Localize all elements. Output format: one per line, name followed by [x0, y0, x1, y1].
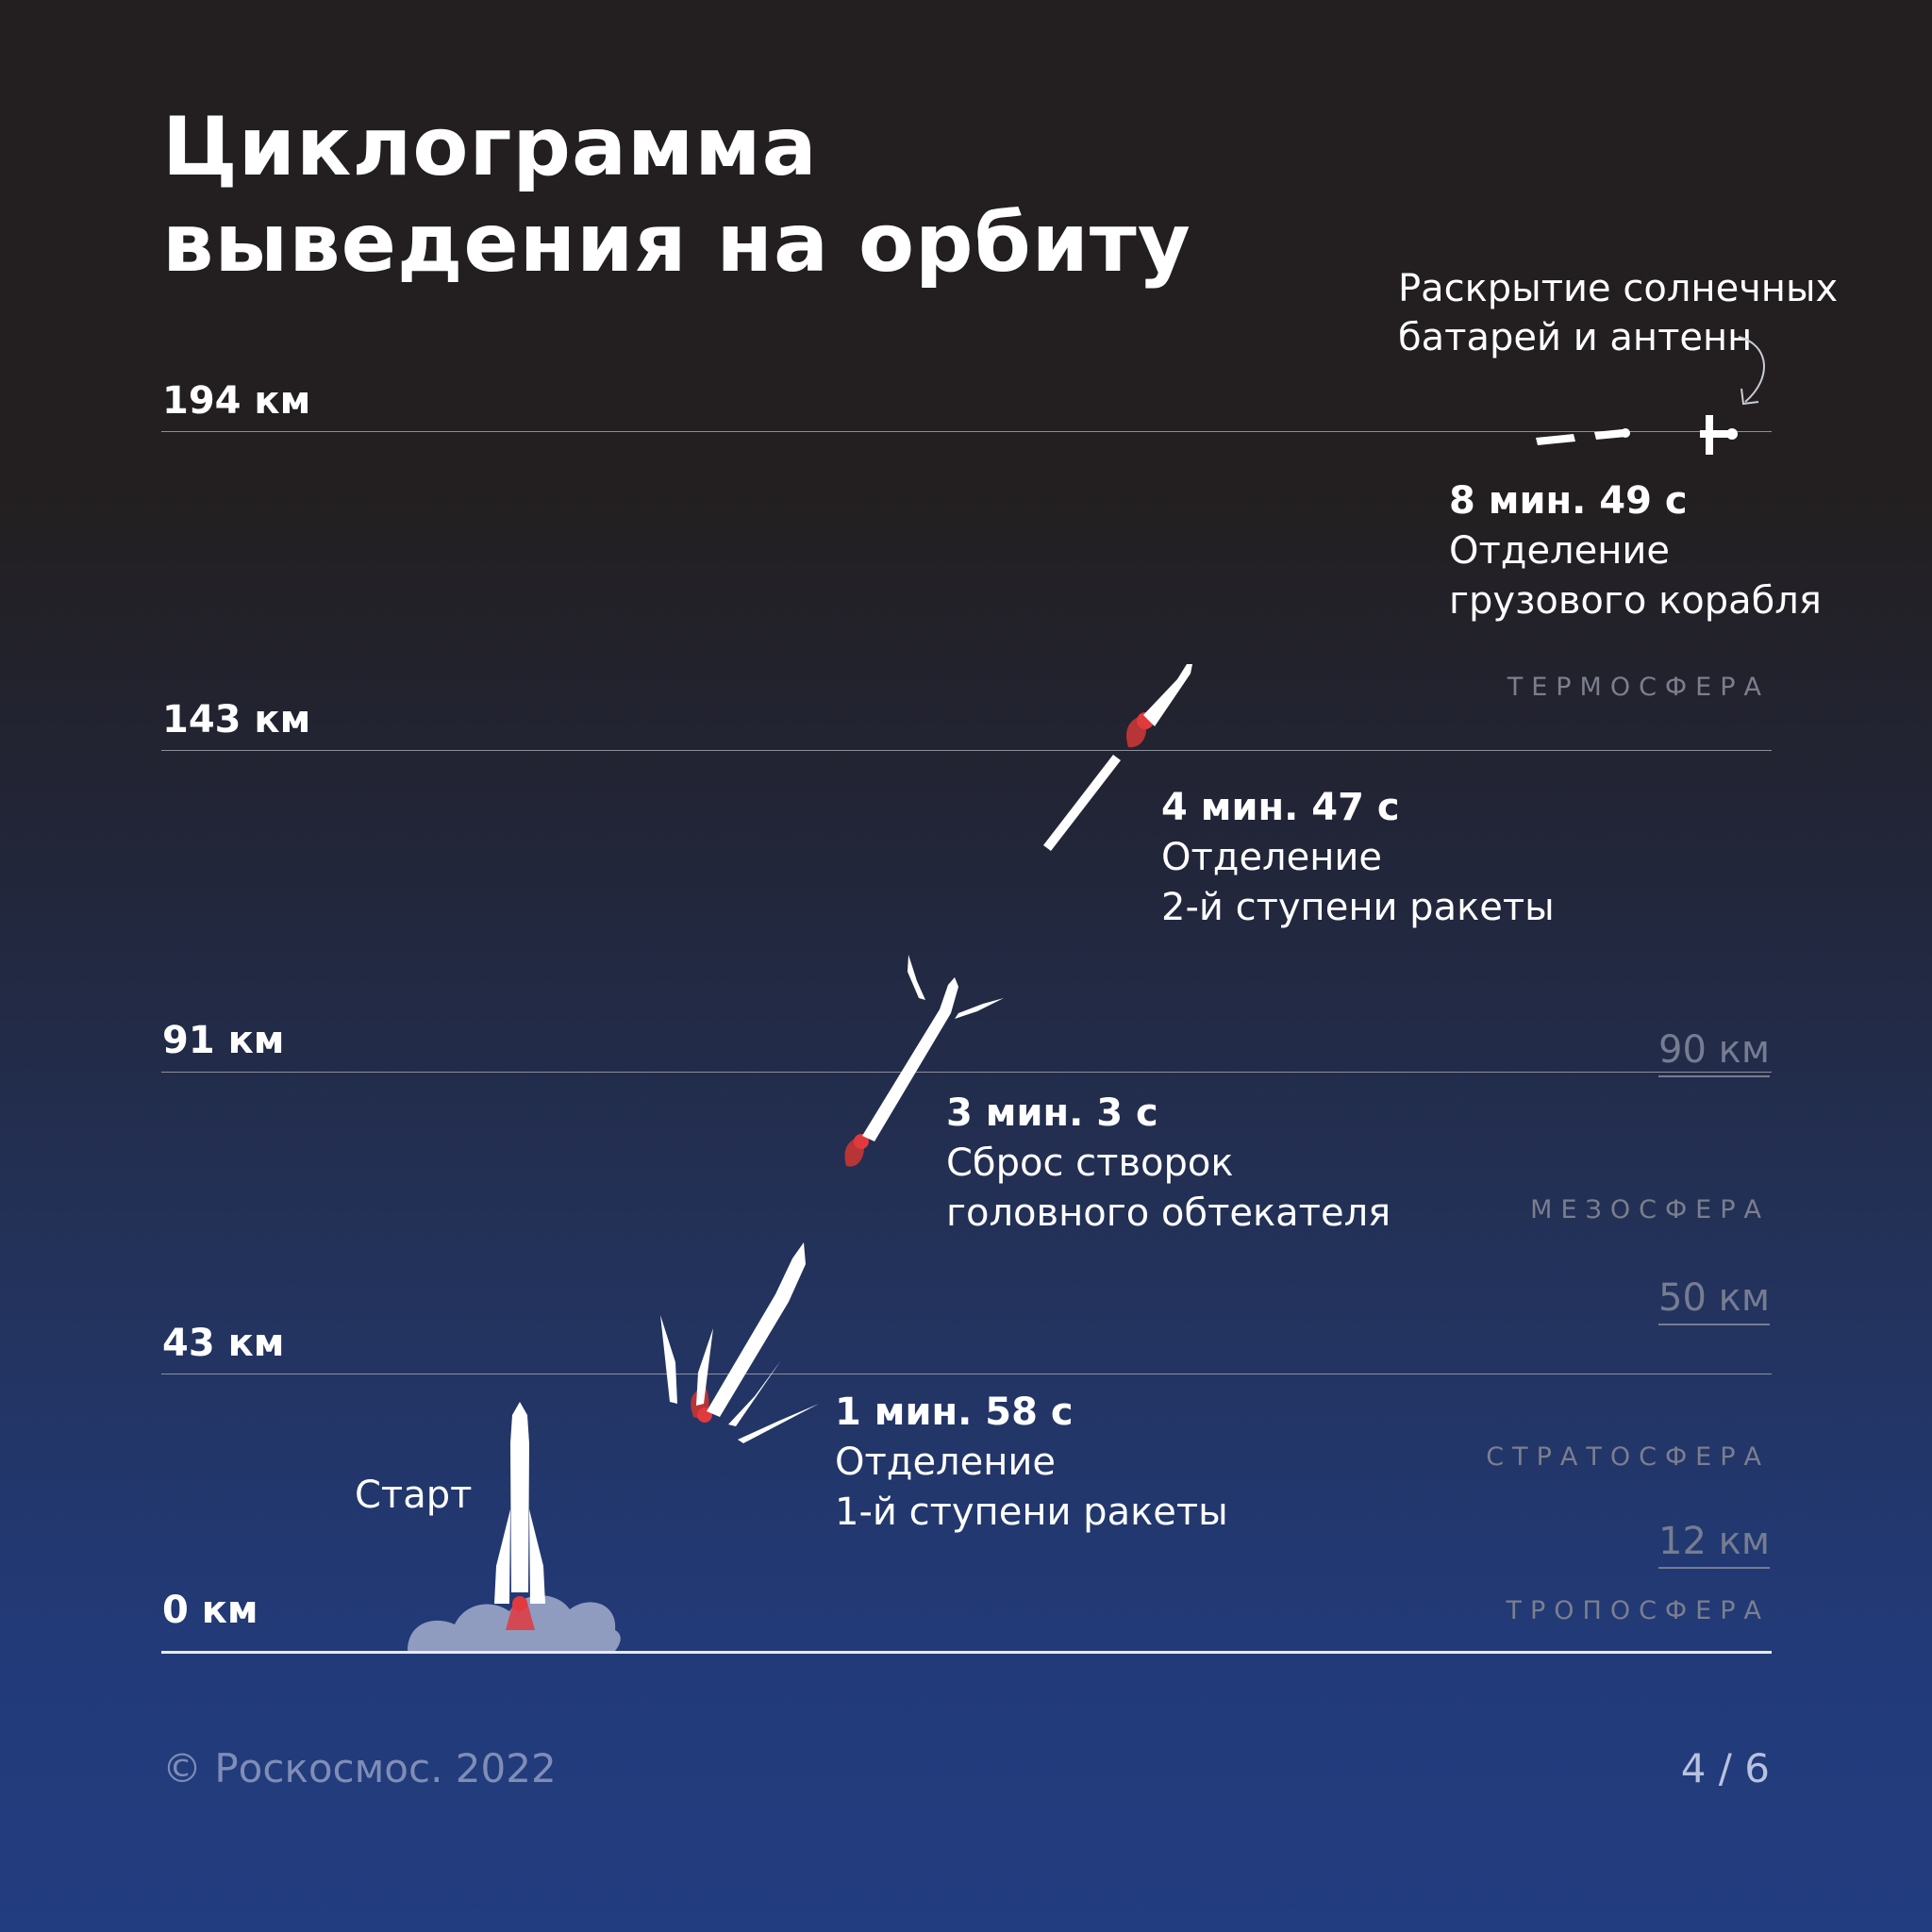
- annotation-line-2: батарей и антенн: [1398, 316, 1753, 359]
- event-stage2-separation: 4 мин. 47 с Отделение 2-й ступени ракеты: [1161, 783, 1555, 933]
- page-title: Циклограмма выведения на орбиту: [162, 99, 1191, 291]
- curved-arrow-icon: [1738, 336, 1765, 406]
- altitude-label-91: 91 км: [162, 1019, 285, 1062]
- boundary-90km: 90 км: [1658, 1028, 1770, 1077]
- spacecraft-separation-icon: [1536, 415, 1738, 455]
- title-line-2: выведения на орбиту: [162, 196, 1191, 291]
- event-time: 4 мин. 47 с: [1161, 786, 1400, 829]
- copyright: © Роскосмос. 2022: [162, 1745, 557, 1791]
- altitude-label-43: 43 км: [162, 1322, 285, 1365]
- boundary-12km: 12 км: [1658, 1520, 1770, 1569]
- altitude-line-143: [161, 750, 1772, 751]
- ground-line: [161, 1651, 1772, 1654]
- event-desc-line-2: грузового корабля: [1449, 579, 1822, 623]
- event-fairing-jettison: 3 мин. 3 с Сброс створок головного обтек…: [946, 1089, 1391, 1239]
- event-time: 8 мин. 49 с: [1449, 479, 1688, 523]
- event-desc-line-1: Отделение: [1161, 836, 1382, 879]
- event-time: 1 мин. 58 с: [835, 1391, 1074, 1434]
- event-desc-line-1: Отделение: [835, 1441, 1056, 1484]
- page-indicator: 4 / 6: [1680, 1745, 1770, 1791]
- layer-troposphere: ТРОПОСФЕРА: [1506, 1596, 1770, 1625]
- event-time: 3 мин. 3 с: [946, 1091, 1158, 1135]
- fairing-jettison-rocket-icon: [844, 955, 1004, 1167]
- annotation-line-1: Раскрытие солнечных: [1398, 267, 1839, 310]
- altitude-line-194: [161, 431, 1772, 432]
- event-desc-line-2: 2-й ступени ракеты: [1161, 886, 1555, 929]
- start-label: Старт: [355, 1474, 473, 1517]
- annotation-panels-deploy: Раскрытие солнечных батарей и антенн: [1398, 264, 1838, 362]
- altitude-label-143: 143 км: [162, 698, 311, 741]
- stage1-separation-rocket-icon: [660, 1242, 819, 1443]
- event-stage1-separation: 1 мин. 58 с Отделение 1-й ступени ракеты: [835, 1388, 1228, 1538]
- event-desc-line-2: головного обтекателя: [946, 1191, 1391, 1235]
- stage2-separation-rocket-icon: [1043, 664, 1192, 851]
- layer-thermosphere: ТЕРМОСФЕРА: [1507, 673, 1770, 702]
- boundary-50km: 50 км: [1658, 1276, 1770, 1325]
- event-desc-line-1: Сброс створок: [946, 1141, 1234, 1185]
- event-desc-line-1: Отделение: [1449, 529, 1670, 573]
- launch-rocket-icon: [494, 1402, 545, 1630]
- altitude-label-194: 194 км: [162, 379, 311, 423]
- title-line-1: Циклограмма: [162, 100, 818, 194]
- event-spacecraft-separation: 8 мин. 49 с Отделение грузового корабля: [1449, 476, 1822, 626]
- layer-mesosphere: МЕЗОСФЕРА: [1530, 1195, 1770, 1224]
- altitude-label-0: 0 км: [162, 1589, 258, 1632]
- layer-stratosphere: СТРАТОСФЕРА: [1486, 1442, 1770, 1472]
- altitude-line-91: [161, 1072, 1772, 1073]
- event-desc-line-2: 1-й ступени ракеты: [835, 1491, 1228, 1534]
